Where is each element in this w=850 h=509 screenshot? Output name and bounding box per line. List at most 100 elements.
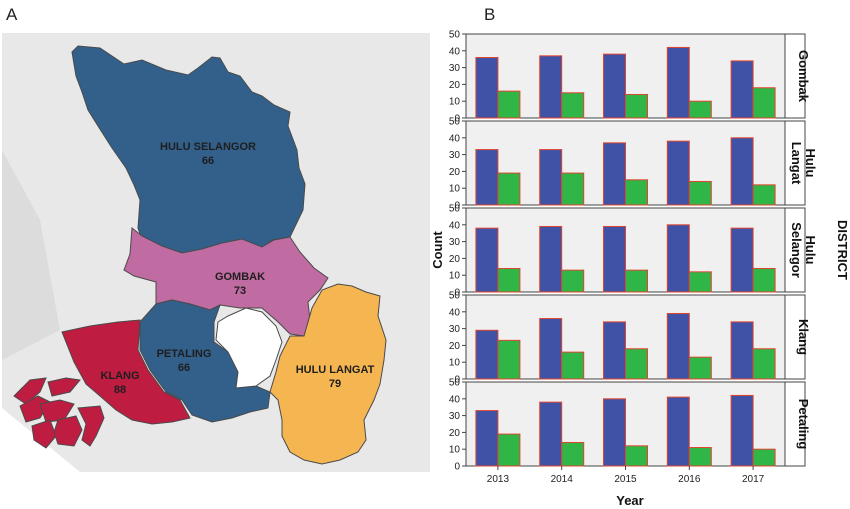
- bar-2015-series-2: [625, 93, 648, 119]
- y-tick-label: 30: [449, 63, 461, 74]
- y-tick-label: 50: [449, 117, 461, 128]
- bar-2015-series-2: [625, 348, 648, 380]
- bar-2013-series-1: [475, 410, 499, 467]
- bar-2016-series-1: [666, 396, 690, 467]
- y-tick-label: 0: [454, 462, 460, 473]
- region-label-hulu-langat: HULU LANGAT: [296, 364, 375, 376]
- bar-2017-series-1: [730, 137, 754, 206]
- y-tick-label: 20: [449, 254, 461, 265]
- bar-2015-series-2: [625, 179, 648, 206]
- faceted-bar-chart: Gombak01020304050HuluLangat01020304050Hu…: [449, 30, 818, 486]
- region-label-gombak: GOMBAK: [215, 271, 265, 283]
- bar-2017-series-2: [752, 267, 776, 293]
- y-tick-label: 0: [454, 288, 460, 299]
- facet-strip-label: Klang: [796, 319, 811, 355]
- bar-2016-series-1: [666, 140, 690, 206]
- bar-2014-series-1: [539, 55, 563, 119]
- facet-panel: HuluSelangor 0 10 20 30 40 50: [449, 204, 818, 299]
- x-tick-label: 2017: [742, 474, 765, 485]
- bar-2017-series-1: [730, 227, 754, 293]
- region-klang: [61, 319, 191, 425]
- y-tick-label: 0: [454, 201, 460, 212]
- region-hulu-selangor: [71, 45, 306, 256]
- facet-strip: [784, 381, 806, 467]
- bar-2013-series-2: [497, 267, 521, 293]
- bar-2015-series-2: [625, 445, 648, 467]
- bar-2016-series-1: [666, 46, 690, 119]
- bar-2015-series-1: [603, 398, 626, 467]
- y-tick-label: 40: [449, 133, 461, 144]
- y-tick-label: 30: [449, 411, 461, 422]
- facet-strip-label: HuluSelangor: [789, 222, 818, 278]
- bar-2013-series-1: [475, 149, 499, 206]
- panel-b-label: B: [484, 5, 495, 24]
- region-value-klang: 88: [114, 384, 126, 396]
- y-tick-label: 20: [449, 167, 461, 178]
- bar-2016-series-2: [688, 100, 712, 119]
- bar-2017-series-2: [752, 348, 776, 380]
- bar-2014-series-2: [561, 172, 585, 206]
- facet-strip-label: Petaling: [796, 399, 811, 450]
- bar-2014-series-2: [561, 92, 585, 119]
- district-map: HULU SELANGOR 66 GOMBAK 73 PETALING 66 K…: [2, 33, 430, 472]
- y-tick-label: 50: [449, 30, 461, 41]
- bar-2017-series-2: [752, 184, 776, 206]
- y-tick-label: 40: [449, 46, 461, 57]
- y-tick-label: 20: [449, 80, 461, 91]
- facet-strip: [784, 33, 806, 119]
- bar-2013-series-1: [475, 57, 499, 119]
- facet-strip-label: HuluLangat: [789, 142, 818, 185]
- facet-strip-label: Gombak: [796, 50, 811, 103]
- facet-title: DISTRICT: [835, 220, 850, 280]
- facet-strip: [784, 120, 806, 206]
- bar-2015-series-1: [603, 225, 626, 293]
- y-tick-label: 20: [449, 428, 461, 439]
- bar-2014-series-1: [539, 318, 563, 380]
- x-tick-label: 2014: [551, 474, 574, 485]
- bar-2016-series-1: [666, 312, 690, 380]
- bar-2017-series-1: [730, 321, 754, 380]
- y-tick-label: 10: [449, 97, 461, 108]
- facet-panel: HuluLangat 0 10 20 30 40 50: [449, 117, 818, 212]
- region-hulu-langat: [269, 283, 387, 465]
- kuala-lumpur-enclave: [215, 307, 283, 389]
- y-tick-label: 40: [449, 394, 461, 405]
- y-tick-label: 10: [449, 358, 461, 369]
- bar-2016-series-2: [688, 447, 712, 467]
- y-tick-label: 30: [449, 150, 461, 161]
- klang-islands: [13, 377, 105, 449]
- bar-2013-series-1: [475, 227, 499, 293]
- bar-2013-series-2: [497, 339, 521, 380]
- facet-panel: Petaling 0 10 20 30 40 50: [449, 378, 811, 473]
- bar-2015-series-1: [603, 321, 626, 380]
- y-tick-label: 0: [454, 375, 460, 386]
- y-tick-label: 10: [449, 184, 461, 195]
- map-shadow: [2, 150, 60, 360]
- bar-2014-series-2: [561, 351, 585, 380]
- bar-2016-series-2: [688, 271, 712, 293]
- x-tick-label: 2013: [487, 474, 510, 485]
- x-tick-label: 2015: [614, 474, 637, 485]
- bar-2017-series-1: [730, 60, 754, 119]
- region-label-hulu-selangor: HULU SELANGOR: [160, 141, 256, 153]
- y-tick-label: 50: [449, 204, 461, 215]
- bar-2013-series-1: [475, 329, 499, 380]
- bar-2016-series-1: [666, 224, 690, 293]
- region-value-hulu-selangor: 66: [202, 155, 214, 167]
- y-tick-label: 10: [449, 445, 461, 456]
- bar-2015-series-1: [603, 142, 626, 206]
- bar-2014-series-1: [539, 225, 563, 293]
- facet-panel: Gombak 0 10 20 30 40 50: [449, 30, 811, 125]
- y-tick-label: 20: [449, 341, 461, 352]
- region-value-petaling: 66: [178, 362, 190, 374]
- bar-2017-series-2: [752, 448, 776, 467]
- y-axis-title: Count: [430, 231, 445, 269]
- facet-strip: [784, 207, 806, 293]
- bar-2017-series-1: [730, 394, 754, 467]
- bar-2017-series-2: [752, 87, 776, 119]
- bar-2016-series-2: [688, 356, 712, 380]
- y-tick-label: 30: [449, 324, 461, 335]
- y-tick-label: 30: [449, 237, 461, 248]
- bar-2013-series-2: [497, 90, 521, 119]
